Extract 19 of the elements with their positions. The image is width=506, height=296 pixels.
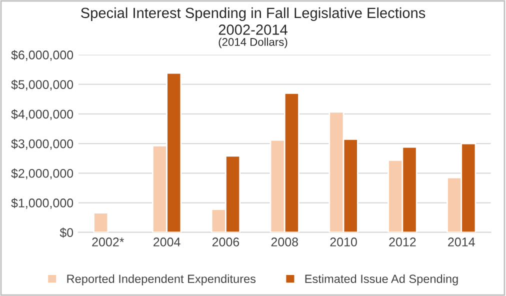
- x-tick-label: 2012: [389, 238, 416, 246]
- y-tick-label: $1,000,000: [11, 198, 74, 209]
- y-tick-label: $6,000,000: [11, 50, 74, 61]
- y-tick-label: $0: [60, 228, 74, 238]
- x-tick-label: 2010: [330, 238, 357, 246]
- x-tick-label: 2014: [448, 238, 475, 246]
- x-tick-label: 2006: [212, 238, 240, 246]
- legend-label: Estimated Issue Ad Spending: [305, 274, 458, 286]
- chart-title: Special Interest Spending in Fall Legislative Elections 2002-2014: [81, 7, 426, 35]
- y-tick-label: $2,000,000: [11, 168, 74, 180]
- chart-subtitle: (2014 Dollars): [218, 38, 288, 48]
- bar: [93, 212, 109, 232]
- x-tick-label: 2008: [271, 238, 298, 246]
- y-tick-label: $3,000,000: [11, 138, 74, 150]
- legend-label: Reported Independent Expenditures: [67, 274, 256, 286]
- y-tick-label: $5,000,000: [11, 80, 74, 90]
- x-tick-label: 2002*: [92, 238, 124, 246]
- x-tick-label: 2004: [154, 238, 180, 246]
- y-tick-label: $4,000,000: [11, 109, 74, 120]
